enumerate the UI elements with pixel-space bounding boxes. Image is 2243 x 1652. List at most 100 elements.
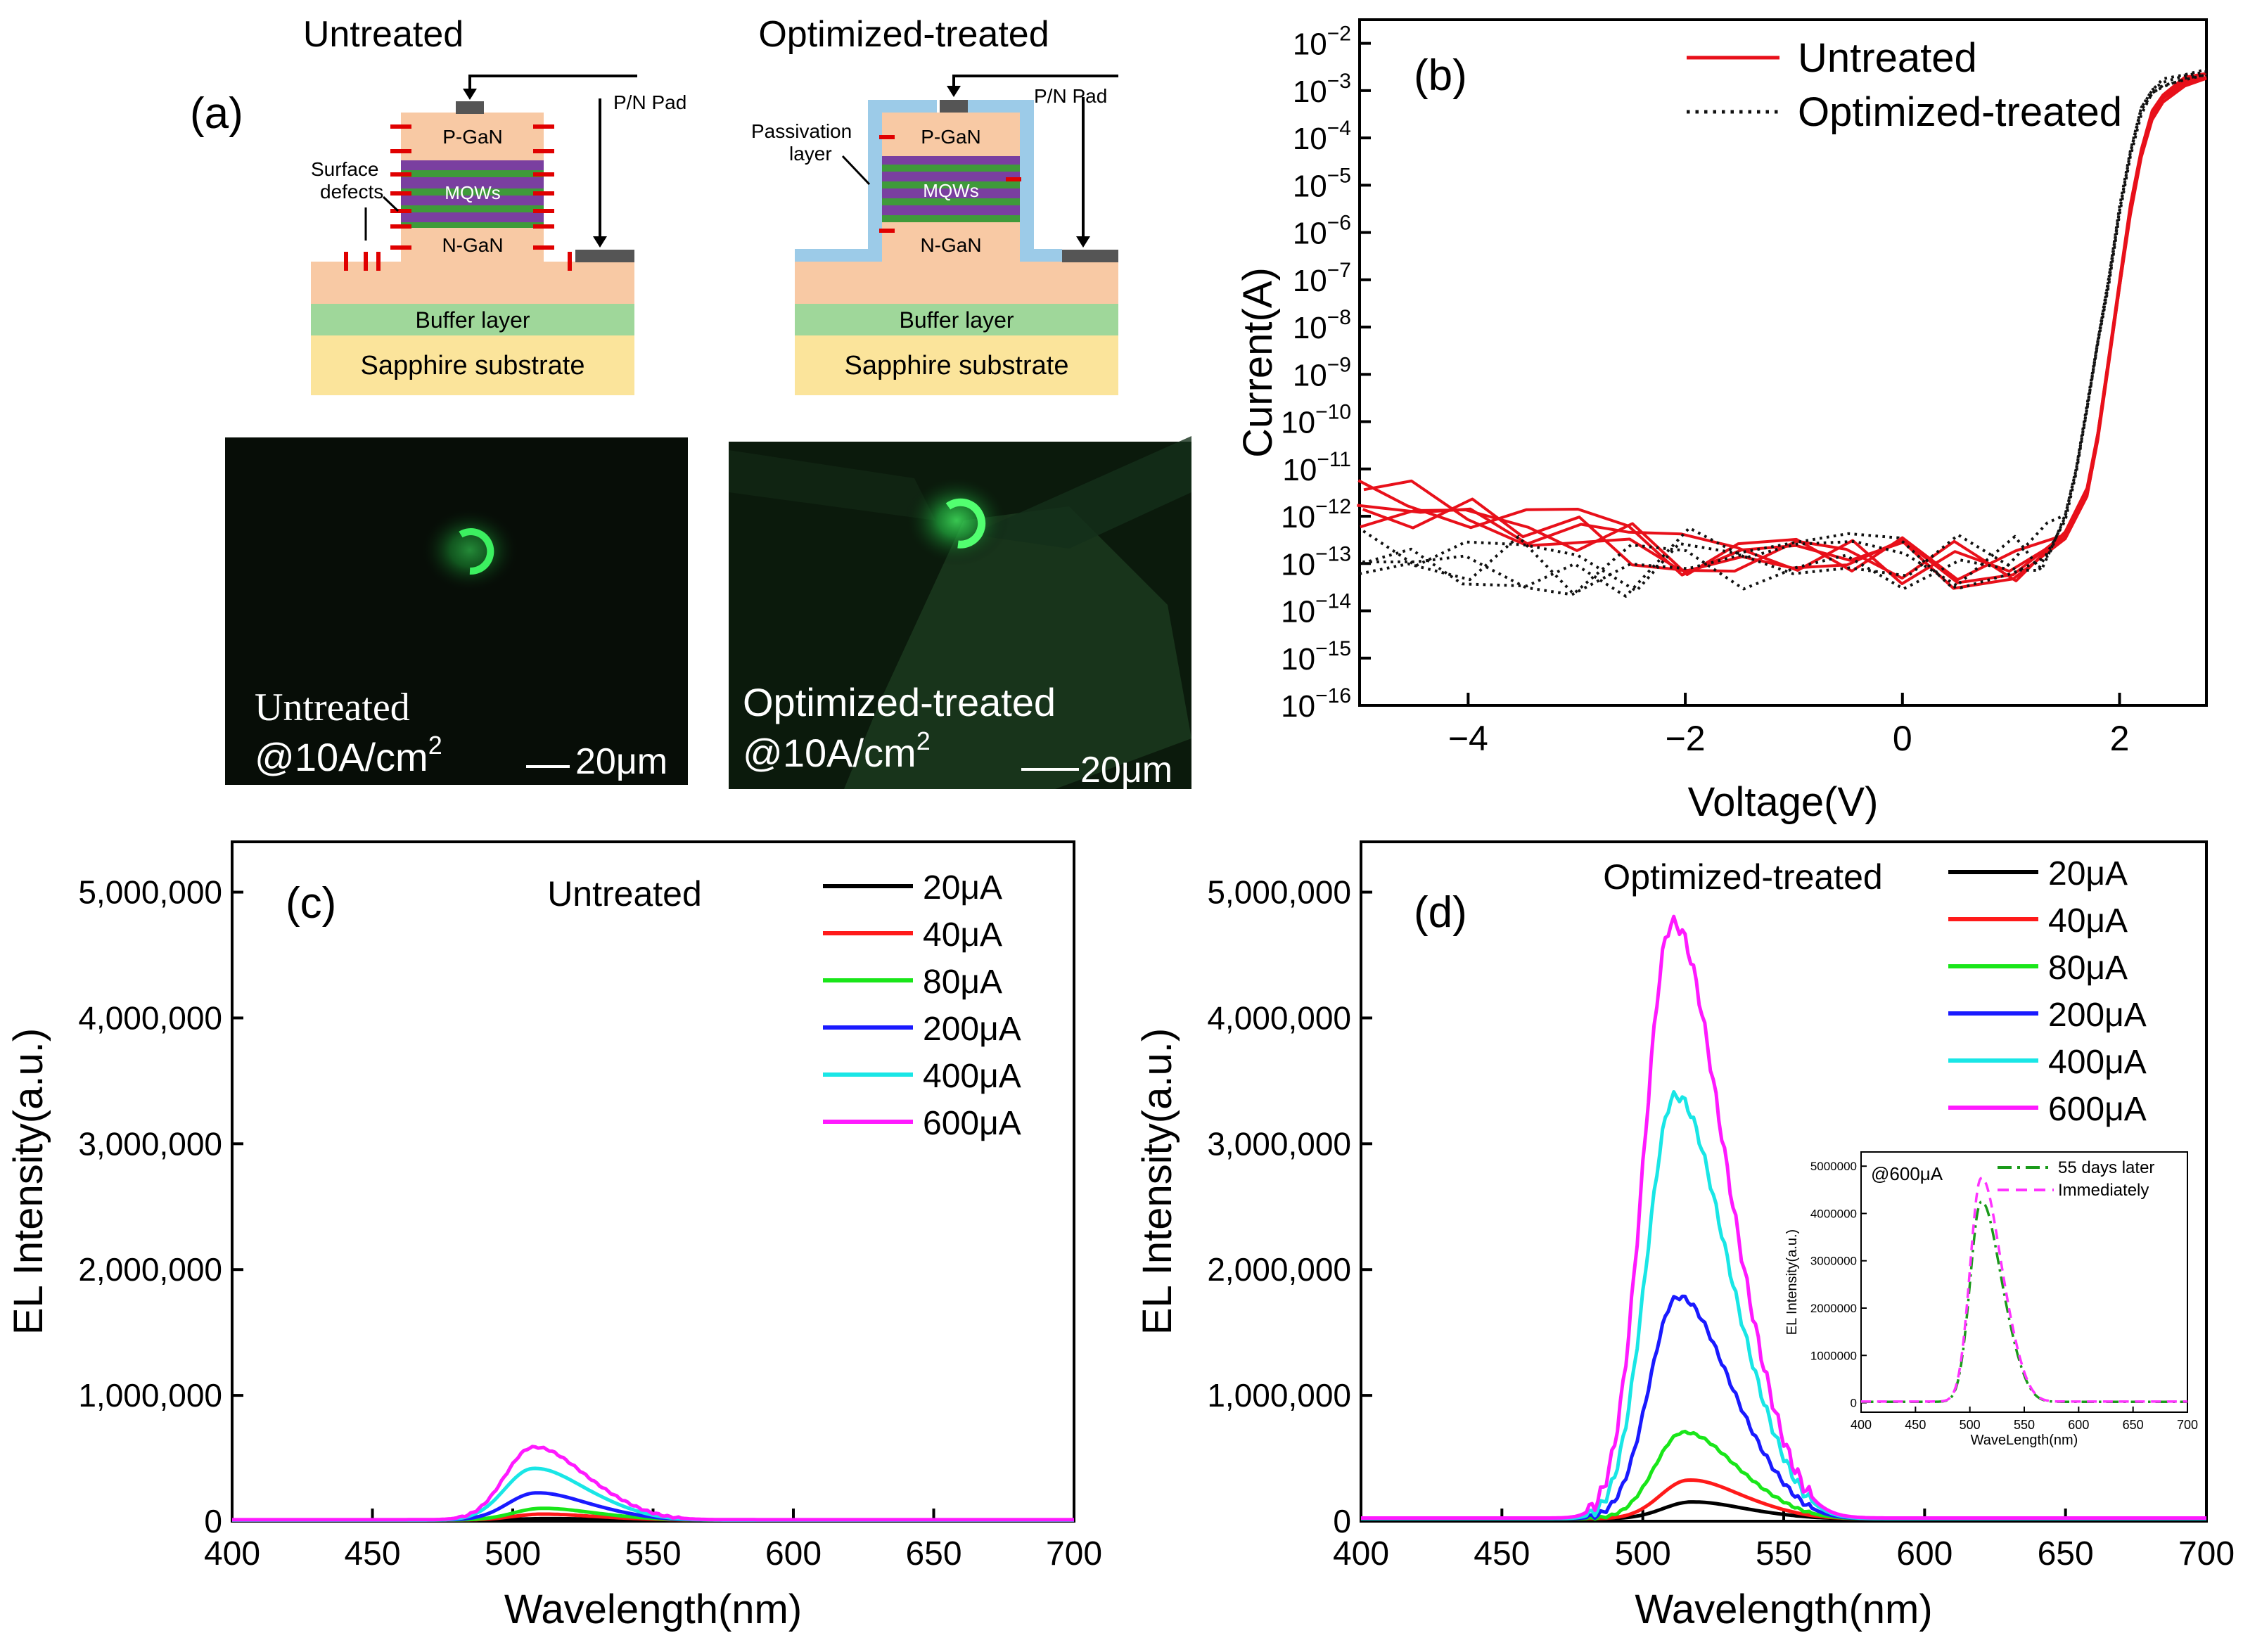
treated-mqw-7 xyxy=(882,205,1020,215)
treated-n-pad xyxy=(1062,250,1118,262)
plot-frame-b xyxy=(1358,18,2208,707)
treated-mqw-3 xyxy=(882,172,1020,181)
untreated-substrate-label: Sapphire substrate xyxy=(361,351,585,380)
untreated-buffer-label: Buffer layer xyxy=(415,307,530,333)
untreated-mqw-2 xyxy=(401,170,544,177)
inset-legend-label: Immediately xyxy=(2058,1181,2149,1200)
x-tick-label-c: 700 xyxy=(1046,1535,1102,1573)
untreated-n-gan-base xyxy=(311,262,634,304)
untreated-mqw-6 xyxy=(401,205,544,212)
treated-substrate-label: Sapphire substrate xyxy=(845,351,1069,380)
x-axis-label-c: Wavelength(nm) xyxy=(504,1587,802,1632)
treated-pn-pad-label: P/N Pad xyxy=(1034,85,1107,107)
legend-label-c: 200μA xyxy=(923,1011,1021,1048)
inset-frame xyxy=(1860,1151,2188,1413)
x-tick-label-c: 600 xyxy=(765,1535,822,1573)
y-tick-label-b: 10−6 xyxy=(1293,212,1351,251)
legend-label-d: 20μA xyxy=(2048,855,2128,892)
untreated-mqw-7 xyxy=(401,212,544,222)
untreated-mqw-4 xyxy=(401,188,544,196)
treated-mqw-6 xyxy=(882,198,1020,205)
x-tick-label-b: 2 xyxy=(2110,719,2130,758)
y-tick-label-c: 3,000,000 xyxy=(78,1125,222,1162)
inset-chart-d: 400 450 500 550 600 650 700 0 1000000 2000000 3000… xyxy=(1784,1151,2198,1448)
y-tick-label-b: 10−7 xyxy=(1293,259,1351,298)
inset-y-axis-label: EL Intensity(a.u.) xyxy=(1784,1229,1800,1335)
series-optimized-treated-sweep xyxy=(1362,68,2207,598)
inset-y-tick-label: 2000000 xyxy=(1810,1302,1857,1315)
x-tick-label-c: 500 xyxy=(485,1535,541,1573)
y-tick-label-d: 5,000,000 xyxy=(1207,874,1351,911)
untreated-mqws-label: MQWs xyxy=(445,182,500,203)
treated-arrow-head-n xyxy=(1076,236,1090,248)
untreated-schematic: Untreated Sapphire substrate Buffer laye… xyxy=(303,14,686,395)
untreated-surface-defects xyxy=(344,124,572,271)
y-tick-label-c: 0 xyxy=(204,1503,222,1539)
untreated-n-gan-label: N-GaN xyxy=(442,234,503,256)
untreated-surface-defects-label: Surface defects xyxy=(311,158,383,203)
legend-label-d: 80μA xyxy=(2048,949,2128,987)
treated-n-gan-label: N-GaN xyxy=(920,234,981,256)
inset-y-tick-label: 0 xyxy=(1851,1397,1857,1410)
inset-x-axis-label: WaveLength(nm) xyxy=(1971,1433,2078,1448)
inset-x-tick-label: 700 xyxy=(2177,1418,2198,1432)
series-c-600A xyxy=(232,1445,1074,1522)
untreated-mqw-1 xyxy=(401,160,544,170)
y-tick-label-b: 10−5 xyxy=(1293,164,1351,203)
chart-title-c: Untreated xyxy=(547,874,702,914)
treated-photo-current-density: @10A/cm2 xyxy=(743,726,931,775)
treated-scale-label: 20μm xyxy=(1080,750,1172,790)
inset-y-tick-label: 4000000 xyxy=(1810,1207,1857,1220)
y-axis-label-b: Current(A) xyxy=(1235,267,1281,458)
treated-schematic: Optimized-treated Sapphire substrate Buf… xyxy=(751,14,1118,395)
legend-label-c: 20μA xyxy=(923,869,1002,907)
untreated-arrow-head-p xyxy=(463,89,477,100)
legend-label-b: Untreated xyxy=(1798,35,1977,81)
panel-a: (a) Untreated Sapphire substrate Buffer … xyxy=(190,14,1191,790)
inset-y-tick-label: 1000000 xyxy=(1810,1349,1857,1362)
legend-label-b: Optimized-treated xyxy=(1798,89,2122,135)
treated-remaining-defects xyxy=(879,135,1021,233)
x-tick-label-d: 400 xyxy=(1333,1535,1389,1573)
series-optimized-treated-sweep xyxy=(1362,73,2207,596)
y-tick-label-c: 2,000,000 xyxy=(78,1251,222,1288)
y-tick-label-d: 4,000,000 xyxy=(1207,999,1351,1036)
y-tick-label-b: 10−13 xyxy=(1281,542,1351,582)
inset-y-tick-label: 5000000 xyxy=(1810,1160,1857,1173)
x-tick-label-d: 600 xyxy=(1896,1535,1953,1573)
untreated-p-gan-label: P-GaN xyxy=(442,126,503,148)
panel-b-label: (b) xyxy=(1414,51,1467,100)
x-tick-label-c: 650 xyxy=(905,1535,961,1573)
x-tick-label-d: 550 xyxy=(1756,1535,1812,1573)
untreated-n-pad xyxy=(575,250,634,262)
panel-a-label: (a) xyxy=(190,89,243,138)
treated-p-gan-label: P-GaN xyxy=(921,126,981,148)
x-tick-label-c: 450 xyxy=(344,1535,400,1573)
inset-x-tick-label: 550 xyxy=(2014,1418,2035,1432)
treated-p-pad xyxy=(940,100,968,113)
inset-y-tick-label: 3000000 xyxy=(1810,1255,1857,1268)
untreated-scale-label: 20μm xyxy=(575,741,667,782)
y-axis-label-c: EL Intensity(a.u.) xyxy=(6,1028,51,1335)
untreated-photo-caption: Untreated xyxy=(255,686,410,729)
panel-d-label: (d) xyxy=(1414,888,1467,937)
treated-buffer-label: Buffer layer xyxy=(899,307,1014,333)
legend-label-c: 400μA xyxy=(923,1058,1021,1095)
untreated-photo-current-density: @10A/cm2 xyxy=(255,731,442,779)
x-tick-label-b: −2 xyxy=(1666,719,1706,758)
treated-mqw-2 xyxy=(882,165,1020,172)
y-tick-label-b: 10−8 xyxy=(1293,306,1351,345)
untreated-mqw-5 xyxy=(401,196,544,205)
y-tick-label-b: 10−2 xyxy=(1293,23,1351,62)
inset-series-immediately xyxy=(1861,1177,2187,1403)
y-tick-label-d: 1,000,000 xyxy=(1207,1377,1351,1414)
treated-mqw-8 xyxy=(882,215,1020,222)
treated-micrograph: Optimized-treated @10A/cm2 20μm xyxy=(729,436,1191,790)
inset-x-tick-label: 500 xyxy=(1960,1418,1981,1432)
treated-arrow-head-p xyxy=(947,86,961,97)
inset-x-tick-label: 400 xyxy=(1851,1418,1872,1432)
inset-title: @600μA xyxy=(1871,1163,1943,1184)
x-tick-label-d: 700 xyxy=(2178,1535,2235,1573)
y-axis-label-d: EL Intensity(a.u.) xyxy=(1135,1028,1180,1335)
y-tick-label-b: 10−9 xyxy=(1293,353,1351,392)
